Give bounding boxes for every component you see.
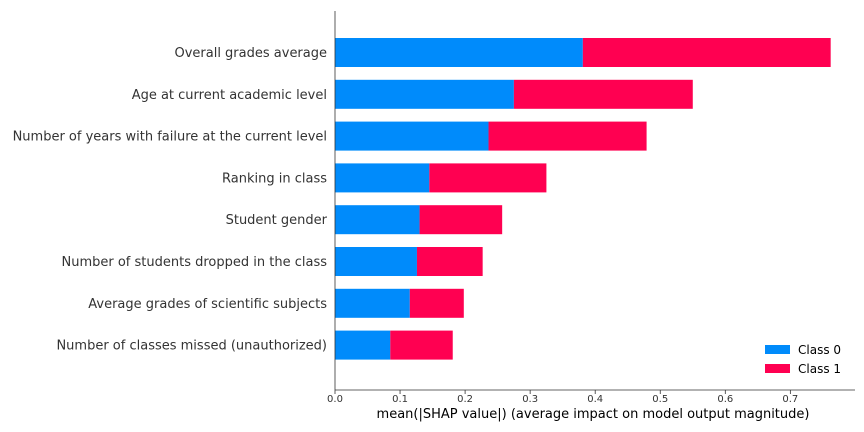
bar-number-of-years-with-failure-at-the-current-level-class-0: [335, 121, 489, 151]
bar-overall-grades-average-class-0: [335, 38, 583, 67]
x-tick-label: 0.0: [327, 394, 343, 405]
bar-age-at-current-academic-level-class-0: [335, 79, 514, 109]
bar-ranking-in-class-class-0: [335, 163, 430, 193]
bar-number-of-years-with-failure-at-the-current-level-class-1: [488, 121, 647, 151]
legend-label-class-0: Class 0: [798, 343, 841, 357]
feature-label: Average grades of scientific subjects: [88, 297, 327, 312]
bar-student-gender-class-0: [335, 205, 420, 235]
x-tick-label: 0.5: [652, 394, 668, 405]
bar-number-of-students-dropped-in-the-class-class-0: [335, 247, 417, 276]
feature-label: Ranking in class: [222, 171, 327, 186]
bars-group: [335, 38, 831, 360]
x-tick-label: 0.7: [782, 394, 798, 405]
x-ticks-group: 0.0 0.1 0.2 0.3 0.4 0.5 0.6 0.7: [327, 390, 798, 405]
bar-number-of-students-dropped-in-the-class-class-1: [416, 247, 483, 276]
feature-label: Student gender: [226, 213, 328, 228]
x-tick-label: 0.4: [587, 394, 603, 405]
legend-label-class-1: Class 1: [798, 362, 841, 376]
feature-label: Number of students dropped in the class: [62, 255, 328, 270]
x-tick-label: 0.1: [392, 394, 408, 405]
legend: Class 0 Class 1: [765, 343, 841, 376]
bar-average-grades-of-scientific-subjects-class-1: [409, 288, 464, 318]
x-tick-label: 0.6: [717, 394, 733, 405]
bar-student-gender-class-1: [419, 205, 503, 235]
legend-swatch-class-0: [765, 345, 790, 354]
feature-label: Overall grades average: [174, 46, 327, 61]
feature-label: Number of classes missed (unauthorized): [56, 339, 327, 354]
bar-ranking-in-class-class-1: [429, 163, 547, 193]
legend-swatch-class-1: [765, 364, 790, 373]
x-tick-label: 0.2: [457, 394, 473, 405]
bar-number-of-classes-missed-unauthorized-class-1: [390, 330, 453, 360]
x-axis-title: mean(|SHAP value|) (average impact on mo…: [377, 407, 810, 422]
feature-label: Number of years with failure at the curr…: [13, 130, 327, 145]
bar-average-grades-of-scientific-subjects-class-0: [335, 288, 410, 318]
bar-number-of-classes-missed-unauthorized-class-0: [335, 330, 391, 360]
bar-age-at-current-academic-level-class-1: [513, 79, 693, 109]
bar-overall-grades-average-class-1: [582, 38, 831, 67]
feature-labels-group: Overall grades average Age at current aca…: [13, 46, 328, 354]
x-tick-label: 0.3: [522, 394, 538, 405]
feature-label: Age at current academic level: [132, 88, 327, 103]
